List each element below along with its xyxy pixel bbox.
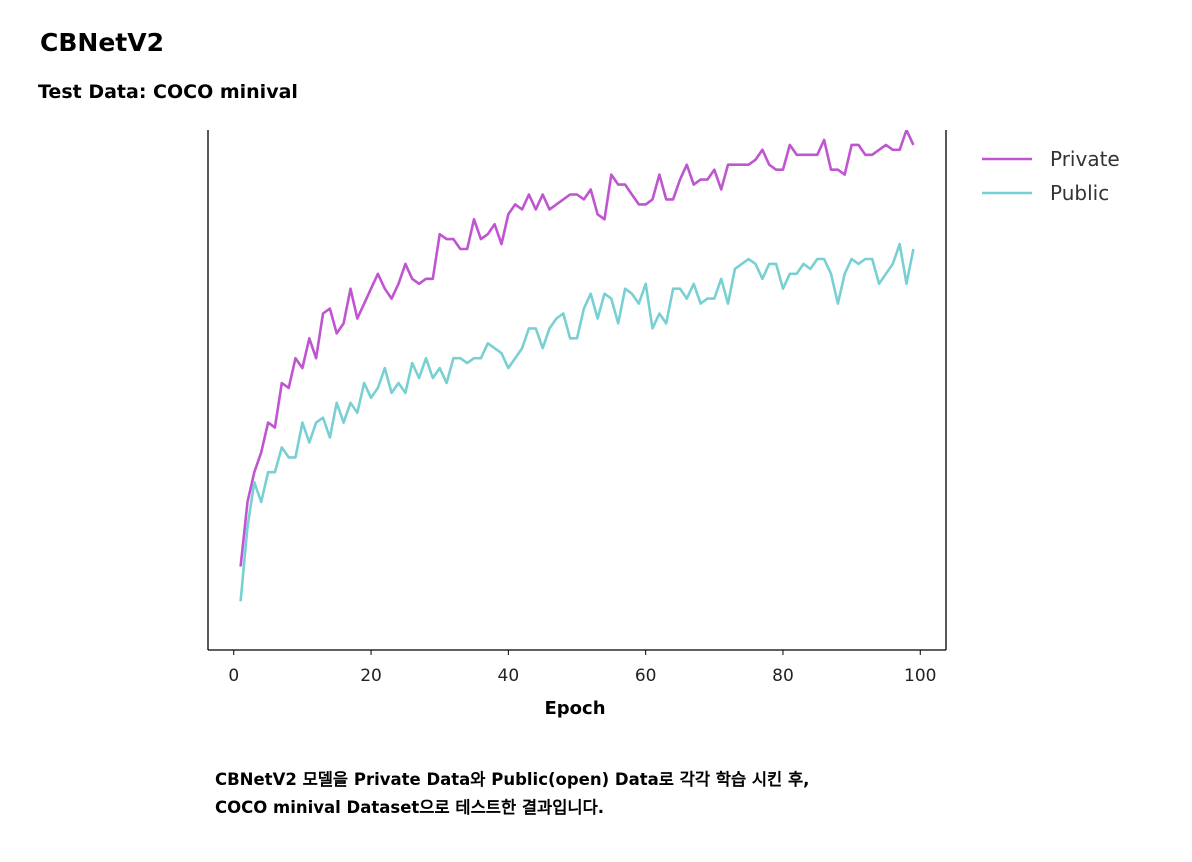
series-line-public [239, 242, 915, 602]
caption-line-2: COCO minival Dataset으로 테스트한 결과입니다. [215, 798, 605, 817]
legend-label-public: Public [1050, 181, 1109, 205]
x-axis-ticks: 0 20 40 60 80 100 [228, 650, 936, 686]
legend-label-private: Private [1050, 147, 1120, 171]
x-tick-label: 80 [772, 666, 794, 686]
series-line-private [239, 130, 915, 567]
x-tick-label: 40 [498, 666, 520, 686]
chart-series [239, 130, 915, 602]
x-axis-label: Epoch [544, 698, 605, 719]
caption-line-1: CBNetV2 모델을 Private Data와 Public(open) D… [215, 770, 810, 789]
chart-axes [207, 130, 947, 651]
x-tick-label: 100 [904, 666, 936, 686]
x-tick-label: 0 [228, 666, 239, 686]
x-tick-label: 20 [360, 666, 382, 686]
page-subtitle: Test Data: COCO minival [38, 81, 298, 103]
caption: CBNetV2 모델을 Private Data와 Public(open) D… [215, 766, 809, 822]
x-tick-label: 60 [635, 666, 657, 686]
page-title: CBNetV2 [40, 28, 164, 57]
chart-legend: Private Public [982, 147, 1120, 205]
